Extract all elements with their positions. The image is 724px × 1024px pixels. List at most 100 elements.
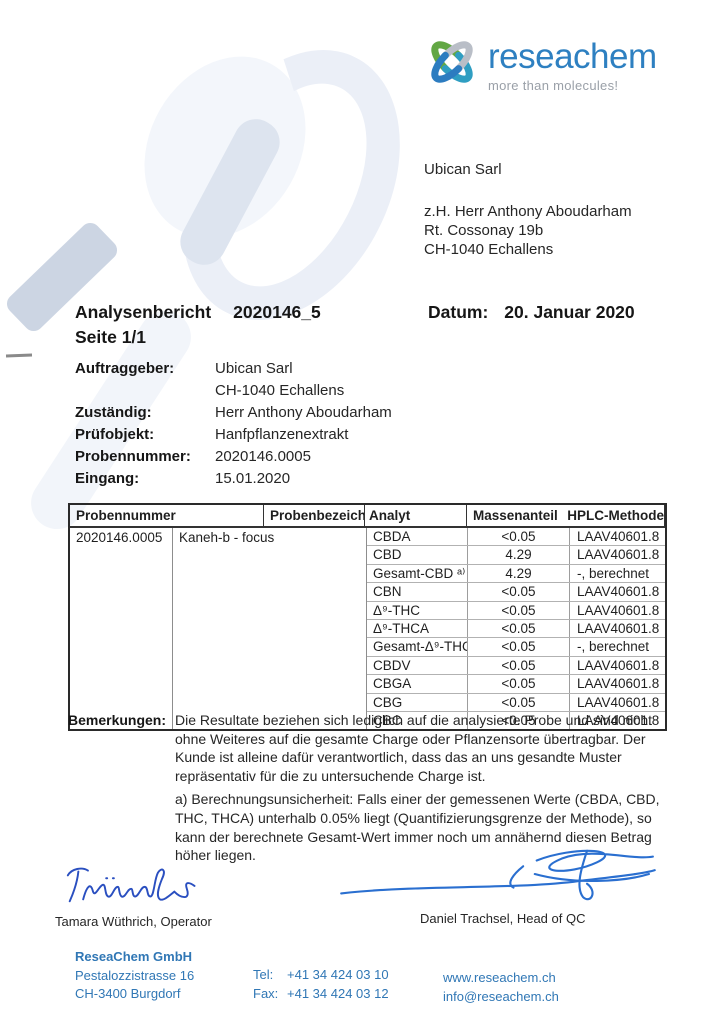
analyte-cell: CBN	[367, 583, 468, 601]
footer-phone-block: Tel: +41 34 424 03 10 Fax: +41 34 424 03 1…	[253, 966, 389, 1003]
meta-label: Zuständig:	[75, 404, 152, 421]
mass-fraction-cell: 4.29	[468, 546, 570, 564]
table-header-cell: Probenbezeichnung	[264, 505, 365, 526]
operator-signature-caption: Tamara Wüthrich, Operator	[55, 914, 212, 929]
mass-fraction-cell: <0.05	[468, 528, 570, 546]
footer-email: info@reseachem.ch	[443, 988, 559, 1004]
report-title: Analysenbericht 2020146_5 Seite 1/1	[75, 302, 321, 348]
footer-fax-label: Fax:	[253, 985, 279, 1001]
table-row: CBG <0.05 LAAV40601.8	[367, 693, 665, 712]
meta-value: Ubican Sarl	[215, 360, 293, 377]
footer-web-block: www.reseachem.ch info@reseachem.ch	[443, 969, 559, 1006]
remarks-line: repräsentativ für die zu untersuchende C…	[175, 767, 486, 784]
hplc-method-cell: LAAV40601.8	[577, 529, 660, 544]
signature-head-of-qc: Daniel Trachsel, Head of QC	[330, 845, 666, 926]
hplc-method-cell: LAAV40601.8	[577, 584, 660, 600]
mass-fraction-cell: <0.05	[468, 601, 570, 619]
table-row: Δ⁹-THCA <0.05 LAAV40601.8	[367, 619, 665, 639]
remarks-line: Kunde ist alleine dafür verantwortlich, …	[175, 749, 622, 766]
remarks-paragraph-1: Die Resultate beziehen sich lediglich au…	[175, 711, 668, 785]
remarks-line: kann der berechnete Gesamt-Wert immer no…	[175, 828, 652, 845]
recipient-address: Ubican Sarl z.H. Herr Anthony Aboudarham…	[424, 160, 632, 259]
meta-value: 15.01.2020	[215, 470, 291, 487]
meta-value: Hanfpflanzenextrakt	[215, 426, 349, 443]
meta-value: Herr Anthony Aboudarham	[215, 404, 392, 421]
remarks-label: Bemerkungen:	[68, 712, 167, 728]
footer-company: ReseaChem GmbH	[75, 949, 193, 964]
mass-fraction-cell: <0.05	[468, 656, 570, 675]
analyte-cell: Gesamt-Δ⁹-THC ᵃ⁾	[367, 638, 468, 656]
logo: reseachem more than molecules!	[424, 30, 657, 94]
hplc-method-cell: LAAV40601.8	[577, 602, 660, 618]
footer-street: Pestalozzistrasse 16	[75, 967, 195, 983]
date-label: Datum:	[428, 302, 489, 322]
table-header-row: Probennummer Probenbezeichnung Analyt Ma…	[70, 505, 665, 528]
table-row: Gesamt-Δ⁹-THC ᵃ⁾ <0.05 -, berechnet	[367, 638, 665, 657]
table-header-cell: Analyt	[365, 505, 467, 526]
table-row: CBDA <0.05 LAAV40601.8	[367, 528, 665, 547]
hplc-method-cell: LAAV40601.8	[577, 694, 660, 710]
scan-edge-mark	[5, 353, 33, 358]
table-row: Gesamt-CBD ᵃ⁾ 4.29 -, berechnet	[367, 564, 665, 584]
meta-row: Auftraggeber: Ubican Sarl CH-1040 Echall…	[75, 358, 392, 402]
analyte-cell: Δ⁹-THC	[367, 601, 468, 619]
report-date: Datum: 20. Januar 2020	[428, 302, 635, 323]
reseachem-logo-icon	[431, 41, 473, 83]
qc-signature-icon	[340, 849, 656, 901]
brand-name: reseachem	[488, 37, 657, 76]
operator-signature-icon	[66, 867, 196, 903]
table-header-cell: Massenanteil [%]	[473, 508, 561, 523]
analyte-cell: CBDV	[367, 656, 468, 675]
analyte-cell: CBDA	[367, 528, 468, 546]
table-row: CBD 4.29 LAAV40601.8	[367, 546, 665, 565]
footer-website: www.reseachem.ch	[443, 970, 556, 985]
meta-row: Probennummer: 2020146.0005	[75, 446, 392, 468]
analysis-table: Probennummer Probenbezeichnung Analyt Ma…	[68, 503, 667, 732]
sample-name-cell: Kaneh-b - focus	[173, 528, 367, 730]
qc-signature-caption: Daniel Trachsel, Head of QC	[420, 911, 586, 926]
remarks-line: höher liegen.	[175, 847, 256, 864]
table-row: CBC <0.05 LAAV40601.8	[367, 711, 665, 730]
footer-tel-label: Tel:	[253, 967, 274, 982]
table-row: CBDV <0.05 LAAV40601.8	[367, 656, 665, 676]
remarks-line: Die Resultate beziehen sich lediglich au…	[175, 712, 653, 728]
hplc-method-cell: -, berechnet	[577, 565, 650, 581]
footer-fax-value: +41 34 424 03 12	[287, 985, 389, 1001]
analyte-cell: CBG	[367, 693, 468, 711]
mass-fraction-cell: 4.29	[468, 564, 570, 583]
remarks-line: a) Berechnungsunsicherheit: Falls einer …	[175, 791, 660, 808]
date-value: 20. Januar 2020	[504, 302, 635, 322]
analyte-cell: CBGA	[367, 675, 468, 693]
meta-value-line2: CH-1040 Echallens	[215, 382, 345, 399]
hplc-method-cell: LAAV40601.8	[577, 657, 660, 673]
hplc-method-cell: LAAV40601.8	[577, 547, 660, 563]
meta-row: Zuständig: Herr Anthony Aboudarham	[75, 402, 392, 424]
meta-label: Probennummer:	[75, 448, 191, 465]
table-row: Δ⁹-THC <0.05 LAAV40601.8	[367, 601, 665, 620]
mass-fraction-cell: <0.05	[468, 711, 570, 730]
analyte-cell: Δ⁹-THCA	[367, 619, 468, 638]
analyte-cell: Gesamt-CBD ᵃ⁾	[367, 564, 468, 583]
meta-value: 2020146.0005	[215, 448, 311, 465]
report-title-label: Analysenbericht	[75, 302, 212, 322]
page-indicator: Seite 1/1	[75, 327, 147, 347]
hplc-method-cell: LAAV40601.8	[577, 620, 660, 636]
recipient-city: CH-1040 Echallens	[424, 241, 554, 258]
mass-fraction-cell: <0.05	[468, 638, 570, 656]
table-header-cell: Probennummer	[70, 505, 264, 526]
analyte-cell: CBC	[367, 711, 468, 730]
meta-label: Prüfobjekt:	[75, 426, 155, 443]
recipient-street: Rt. Cossonay 19b	[424, 222, 544, 239]
report-number: 2020146_5	[233, 302, 321, 322]
mass-fraction-cell: <0.05	[468, 583, 570, 601]
analyte-cell: CBD	[367, 546, 468, 564]
footer-company-block: ReseaChem GmbH Pestalozzistrasse 16 CH-3…	[75, 948, 194, 1004]
table-row: CBGA <0.05 LAAV40601.8	[367, 675, 665, 694]
remarks-section: Bemerkungen: Die Resultate beziehen sich…	[68, 711, 668, 865]
meta-label: Auftraggeber:	[75, 360, 175, 377]
recipient-attn: z.H. Herr Anthony Aboudarham	[424, 203, 632, 220]
signature-operator: Tamara Wüthrich, Operator	[55, 860, 215, 929]
remarks-line: THC, THCA) unterhalb 0.05% liegt (Quanti…	[175, 809, 652, 826]
footer-tel-value: +41 34 424 03 10	[287, 967, 389, 982]
